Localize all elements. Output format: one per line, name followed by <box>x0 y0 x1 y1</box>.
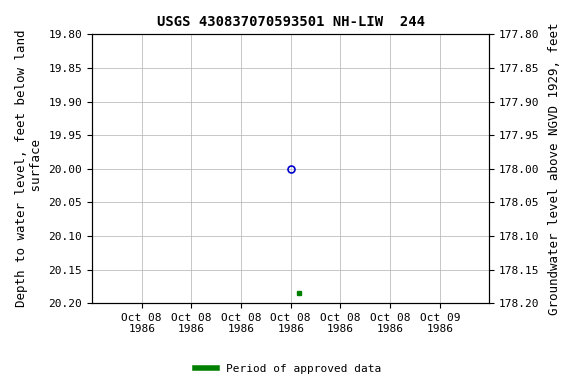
Y-axis label: Groundwater level above NGVD 1929, feet: Groundwater level above NGVD 1929, feet <box>548 23 561 315</box>
Title: USGS 430837070593501 NH-LIW  244: USGS 430837070593501 NH-LIW 244 <box>157 15 425 29</box>
Legend: Period of approved data: Period of approved data <box>191 359 385 379</box>
Y-axis label: Depth to water level, feet below land
 surface: Depth to water level, feet below land su… <box>15 30 43 308</box>
